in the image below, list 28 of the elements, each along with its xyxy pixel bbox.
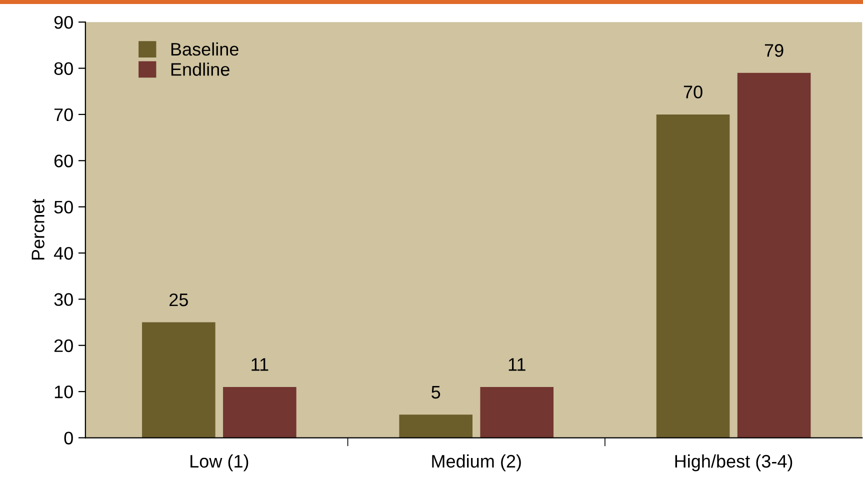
data-label: 79 [764,44,784,57]
bar [656,114,730,438]
y-tick-label: 80 [54,62,73,75]
y-tick-label: 20 [54,339,73,352]
bar [142,322,216,438]
y-tick-label: 90 [54,16,73,29]
data-label: 11 [252,358,268,371]
y-tick-label: 0 [64,432,73,444]
data-label: 11 [508,358,526,371]
bar [223,386,296,438]
legend-label: Baseline [171,42,238,56]
legend-label: Endline [171,62,230,76]
y-axis-title: Percnet [32,198,44,260]
x-tick-label: High/best (3-4) [675,454,792,472]
x-tick-label: Low (1) [190,454,248,472]
y-tick-label: 10 [54,386,73,398]
y-tick-label: 50 [54,200,73,214]
data-label: 5 [432,386,440,399]
bar [737,72,811,438]
data-label: 70 [684,86,702,98]
y-tick-label: 40 [54,246,73,260]
y-tick-label: 30 [54,293,73,306]
bar [480,386,554,438]
x-tick-label: Medium (2) [432,454,521,472]
bar [399,414,472,438]
y-tick-label: 70 [54,108,73,122]
data-label: 25 [170,293,188,306]
y-tick-label: 60 [54,154,73,168]
